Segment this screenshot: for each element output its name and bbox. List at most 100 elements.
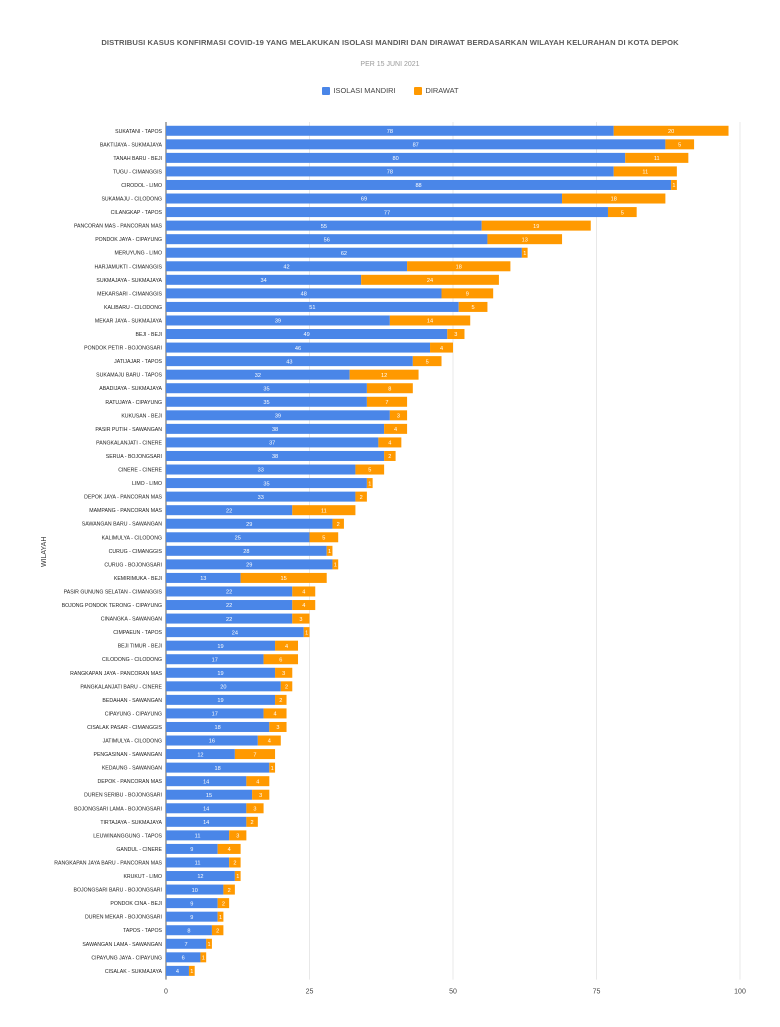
data-label-dirawat: 3 [259,793,262,799]
legend-label-isolasi: ISOLASI MANDIRI [333,86,396,95]
data-label-isolasi-mandiri: 38 [272,427,278,433]
bar-isolasi-mandiri [166,356,413,367]
data-label-isolasi-mandiri: 77 [384,210,390,216]
bar-dirawat [263,654,299,665]
data-label-isolasi-mandiri: 6 [182,956,185,962]
bar-dirawat [562,193,666,204]
bar-isolasi-mandiri [166,518,333,529]
data-label-isolasi-mandiri: 9 [190,901,193,907]
bar-isolasi-mandiri [166,816,247,827]
category-label: PASIR PUTIH - SAWANGAN [95,427,162,433]
data-label-isolasi-mandiri: 14 [203,779,209,785]
data-label-isolasi-mandiri: 42 [283,264,289,270]
data-label-isolasi-mandiri: 9 [190,915,193,921]
category-label: BOJONGSARI LAMA - BOJONGSARI [74,806,162,812]
category-label: CINANGKA - SAWANGAN [101,617,163,623]
bar-dirawat [355,491,367,502]
data-label-dirawat: 1 [202,956,205,962]
bar-dirawat [613,166,677,177]
bar-isolasi-mandiri [166,139,666,150]
bar-dirawat [217,911,224,922]
bar-isolasi-mandiri [166,179,672,190]
bar-dirawat [355,464,385,475]
bar-dirawat [223,884,235,895]
bar-dirawat [613,125,729,136]
data-label-dirawat: 7 [385,400,388,406]
category-label: DUREN MEKAR - BOJONGSARI [85,915,162,921]
data-label-isolasi-mandiri: 87 [413,143,419,149]
bar-isolasi-mandiri [166,450,385,461]
bar-dirawat [366,383,413,394]
bar-isolasi-mandiri [166,721,270,732]
data-label-isolasi-mandiri: 33 [258,468,264,474]
category-label: SAWANGAN BARU - SAWANGAN [82,522,162,528]
data-label-dirawat: 4 [256,779,259,785]
category-label: CISALAK - SUKMAJAYA [105,969,163,975]
data-label-dirawat: 4 [440,346,443,352]
data-label-dirawat: 12 [381,373,387,379]
data-label-dirawat: 1 [523,251,526,257]
bar-dirawat [349,369,419,380]
bar-isolasi-mandiri [166,708,264,719]
data-label-dirawat: 2 [360,495,363,501]
data-label-isolasi-mandiri: 22 [226,508,232,514]
bar-isolasi-mandiri [166,220,482,231]
data-label-isolasi-mandiri: 14 [203,806,209,812]
bar-dirawat [211,925,224,936]
data-label-isolasi-mandiri: 56 [324,237,330,243]
data-label-isolasi-mandiri: 48 [301,292,307,298]
data-label-isolasi-mandiri: 78 [387,129,393,135]
bar-dirawat [407,261,511,272]
data-label-dirawat: 1 [236,874,239,880]
category-label: MERUYUNG - LIMO [114,251,162,257]
data-label-isolasi-mandiri: 51 [309,305,315,311]
category-label: SUKATANI - TAPOS [115,129,162,135]
data-label-isolasi-mandiri: 62 [341,251,347,257]
bar-dirawat [263,708,287,719]
data-label-isolasi-mandiri: 19 [217,671,223,677]
bar-isolasi-mandiri [166,369,350,380]
category-label: KALIMULYA - CILODONG [102,535,162,541]
bar-dirawat [257,735,281,746]
data-label-dirawat: 1 [271,766,274,772]
category-label: BOJONGSARI BARU - BOJONGSARI [74,888,163,894]
bar-isolasi-mandiri [166,505,293,516]
data-label-isolasi-mandiri: 11 [195,861,201,867]
category-label: LEUWINANGGUNG - TAPOS [93,833,162,839]
data-label-dirawat: 1 [672,183,675,189]
bar-isolasi-mandiri [166,410,390,421]
bar-dirawat [458,301,488,312]
bar-dirawat [252,789,270,800]
bar-isolasi-mandiri [166,572,241,583]
bar-isolasi-mandiri [166,125,614,136]
data-label-isolasi-mandiri: 34 [260,278,266,284]
bar-isolasi-mandiri [166,207,608,218]
category-label: CURUG - CIMANGGIS [109,549,163,555]
data-label-dirawat: 3 [397,414,400,420]
bar-dirawat [200,952,207,963]
data-label-isolasi-mandiri: 35 [263,386,269,392]
bar-isolasi-mandiri [166,830,230,841]
bar-isolasi-mandiri [166,247,522,258]
bar-dirawat [275,667,293,678]
data-label-isolasi-mandiri: 4 [176,969,179,975]
bar-isolasi-mandiri [166,776,247,787]
category-label: BEJI TIMUR - BEJI [118,644,162,650]
chart-title: DISTRIBUSI KASUS KONFIRMASI COVID-19 YAN… [101,38,679,47]
x-tick-label: 0 [164,989,168,996]
bar-isolasi-mandiri [166,749,235,760]
bar-dirawat [671,179,677,190]
data-label-dirawat: 2 [337,522,340,528]
bar-isolasi-mandiri [166,166,614,177]
data-label-dirawat: 4 [228,847,231,853]
data-label-isolasi-mandiri: 46 [295,346,301,352]
bar-dirawat [625,152,689,163]
data-label-dirawat: 4 [285,644,288,650]
bar-dirawat [481,220,591,231]
bar-isolasi-mandiri [166,735,258,746]
data-label-dirawat: 1 [328,549,331,555]
bar-isolasi-mandiri [166,396,367,407]
bar-isolasi-mandiri [166,423,385,434]
bar-dirawat [234,749,276,760]
legend-swatch-isolasi [321,86,330,95]
